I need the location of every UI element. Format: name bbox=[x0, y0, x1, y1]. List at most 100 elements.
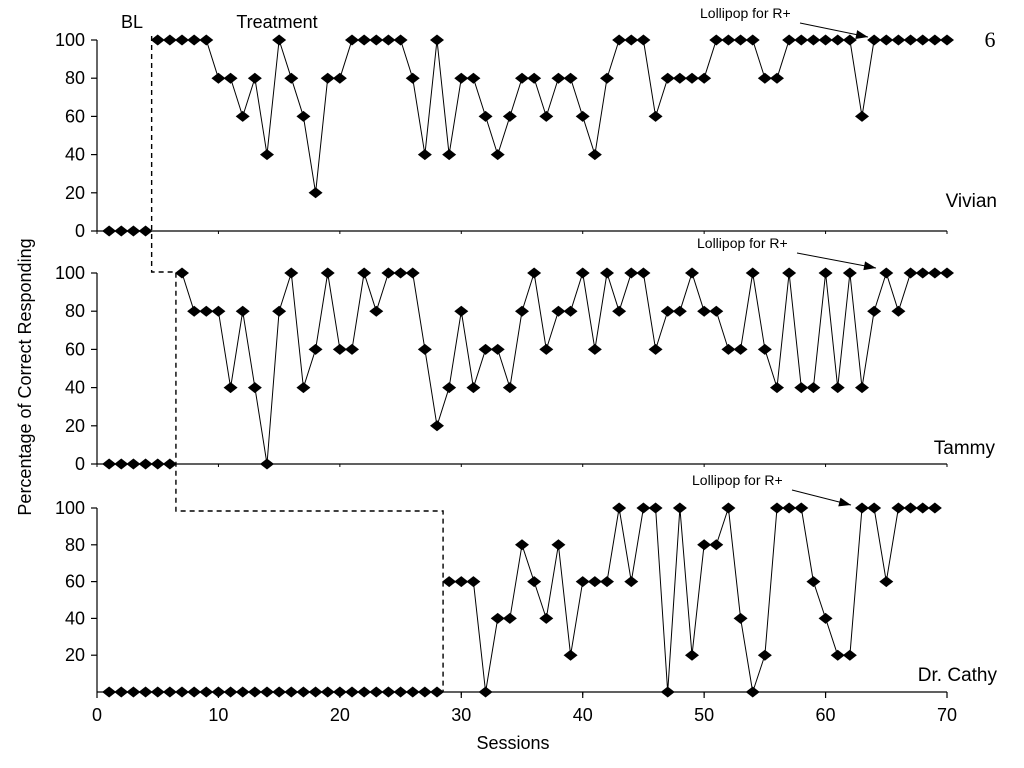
data-point bbox=[490, 343, 505, 355]
data-point bbox=[417, 343, 432, 355]
data-point bbox=[284, 267, 299, 279]
data-point bbox=[490, 612, 505, 624]
data-point bbox=[563, 72, 578, 84]
y-tick-label: 40 bbox=[65, 378, 85, 398]
data-point bbox=[685, 649, 699, 661]
data-point bbox=[636, 502, 651, 514]
data-point bbox=[600, 576, 614, 588]
data-point bbox=[660, 686, 675, 698]
data-point bbox=[563, 305, 578, 317]
y-tick-label: 100 bbox=[55, 30, 85, 50]
data-point bbox=[757, 72, 772, 84]
data-point bbox=[903, 34, 918, 46]
y-tick-label: 0 bbox=[75, 454, 85, 474]
data-point bbox=[442, 382, 457, 394]
data-point bbox=[247, 72, 262, 84]
data-point bbox=[867, 502, 882, 514]
data-point bbox=[575, 110, 590, 122]
data-point bbox=[199, 305, 214, 317]
data-point bbox=[211, 305, 226, 317]
data-point bbox=[187, 34, 202, 46]
data-point bbox=[162, 34, 177, 46]
data-point bbox=[454, 72, 469, 84]
data-point bbox=[430, 686, 444, 698]
annotation-label: Lollipop for R+ bbox=[692, 472, 783, 488]
data-point bbox=[867, 305, 882, 317]
treatment-series-line bbox=[449, 507, 935, 693]
data-point bbox=[284, 686, 299, 698]
panel-dr-cathy: 20 40 60 80 100 Dr. Cathy Lollipop for R+ bbox=[55, 472, 997, 698]
data-point bbox=[539, 612, 554, 624]
data-point bbox=[454, 576, 469, 588]
data-point bbox=[126, 458, 141, 470]
data-point bbox=[855, 110, 869, 122]
data-point bbox=[175, 686, 189, 698]
data-point bbox=[235, 305, 250, 317]
data-point bbox=[417, 149, 432, 161]
data-point bbox=[733, 34, 748, 46]
data-point bbox=[600, 72, 614, 84]
data-point bbox=[794, 502, 809, 514]
data-point bbox=[842, 267, 857, 279]
data-point bbox=[490, 149, 505, 161]
data-point bbox=[940, 34, 954, 46]
data-point bbox=[648, 343, 663, 355]
data-point bbox=[927, 34, 942, 46]
data-point bbox=[539, 110, 554, 122]
data-point bbox=[138, 686, 153, 698]
data-point bbox=[697, 72, 712, 84]
data-point bbox=[794, 34, 809, 46]
data-point bbox=[842, 34, 857, 46]
data-point bbox=[879, 576, 894, 588]
annotation-label: Lollipop for R+ bbox=[697, 235, 788, 251]
data-point bbox=[563, 649, 578, 661]
y-tick-label: 20 bbox=[65, 645, 85, 665]
data-point bbox=[187, 305, 202, 317]
data-point bbox=[223, 72, 238, 84]
data-point bbox=[527, 576, 542, 588]
data-point bbox=[745, 34, 760, 46]
data-point bbox=[770, 382, 784, 394]
data-point bbox=[102, 686, 117, 698]
data-point bbox=[855, 382, 869, 394]
data-point bbox=[272, 34, 287, 46]
data-point bbox=[223, 382, 238, 394]
participant-name: Tammy bbox=[934, 438, 996, 459]
annotation-arrowhead bbox=[863, 261, 876, 271]
data-point bbox=[818, 267, 833, 279]
data-point bbox=[332, 72, 347, 84]
data-point bbox=[782, 267, 797, 279]
data-point bbox=[612, 502, 627, 514]
data-point bbox=[369, 305, 384, 317]
data-point bbox=[102, 458, 117, 470]
data-point bbox=[138, 458, 153, 470]
data-point bbox=[284, 72, 299, 84]
data-point bbox=[867, 34, 882, 46]
data-point bbox=[405, 72, 420, 84]
data-point bbox=[405, 267, 420, 279]
data-point bbox=[345, 34, 359, 46]
data-point bbox=[830, 649, 845, 661]
data-point bbox=[369, 34, 384, 46]
data-point bbox=[940, 267, 954, 279]
x-tick-label: 40 bbox=[573, 705, 593, 725]
x-axis: 0 10 20 30 40 50 60 70 bbox=[92, 692, 957, 725]
data-point bbox=[126, 225, 141, 237]
data-point bbox=[672, 502, 687, 514]
x-tick-label: 60 bbox=[816, 705, 836, 725]
data-point bbox=[551, 72, 566, 84]
data-point bbox=[855, 502, 869, 514]
data-point bbox=[551, 539, 566, 551]
y-tick-label: 60 bbox=[65, 339, 85, 359]
x-tick-label: 50 bbox=[694, 705, 714, 725]
data-point bbox=[842, 649, 857, 661]
data-point bbox=[721, 34, 736, 46]
data-point bbox=[806, 34, 821, 46]
data-point bbox=[296, 110, 311, 122]
data-point bbox=[915, 34, 930, 46]
data-point bbox=[308, 187, 323, 199]
data-point bbox=[345, 343, 359, 355]
annotation-arrowhead bbox=[855, 30, 868, 39]
